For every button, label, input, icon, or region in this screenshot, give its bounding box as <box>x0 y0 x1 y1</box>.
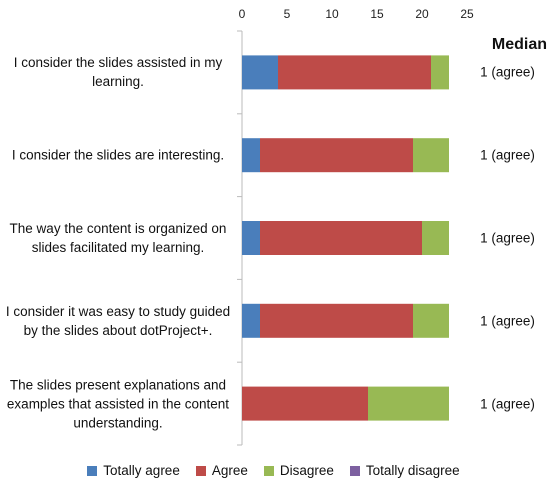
x-tick-label: 0 <box>239 7 246 21</box>
bar-segment <box>413 303 449 338</box>
legend-item: Totally agree <box>87 463 180 478</box>
legend-label: Totally disagree <box>365 463 460 478</box>
bar-segment <box>431 55 449 90</box>
legend-swatch <box>349 465 360 476</box>
bar-segment <box>278 55 431 90</box>
median-value: 1 (agree) <box>480 64 535 80</box>
legend-label: Agree <box>211 463 248 478</box>
category-label: I consider the slides are interesting. <box>11 147 225 163</box>
legend-item: Agree <box>195 463 248 478</box>
x-tick-label: 5 <box>284 7 291 21</box>
bar-segment <box>260 221 422 255</box>
bar-segment <box>242 386 368 421</box>
median-title: Median <box>491 36 547 53</box>
bar-segment <box>260 303 413 338</box>
legend-label: Disagree <box>279 463 334 478</box>
category-label: The way the content is organized on slid… <box>9 221 227 255</box>
x-tick-label: 15 <box>370 7 384 21</box>
category-label: I consider the slides assisted in my lea… <box>13 55 223 90</box>
bar-segment <box>368 386 449 421</box>
x-tick-label: 20 <box>415 7 429 21</box>
median-value: 1 (agree) <box>480 230 535 246</box>
legend: Totally agree Agree Disagree Totally disagr… <box>0 463 547 478</box>
bar-segment <box>422 221 449 255</box>
legend-label: Totally agree <box>103 463 180 478</box>
bar-segment <box>242 221 260 255</box>
legend-item: Disagree <box>263 463 334 478</box>
legend-item: Totally disagree <box>349 463 460 478</box>
x-tick-label: 25 <box>460 7 474 21</box>
bar-segment <box>242 55 278 90</box>
bar-segment <box>242 138 260 173</box>
median-value: 1 (agree) <box>480 313 535 329</box>
median-value: 1 (agree) <box>480 396 535 412</box>
median-value: 1 (agree) <box>480 147 535 163</box>
category-label: I consider it was easy to study guided b… <box>5 303 231 338</box>
bar-segment <box>260 138 413 173</box>
legend-swatch <box>195 465 206 476</box>
legend-swatch <box>87 465 98 476</box>
bar-segment <box>413 138 449 173</box>
category-label: The slides present explanations and exam… <box>6 377 230 431</box>
bar-segment <box>242 303 260 338</box>
legend-swatch <box>263 465 274 476</box>
x-tick-label: 10 <box>325 7 339 21</box>
